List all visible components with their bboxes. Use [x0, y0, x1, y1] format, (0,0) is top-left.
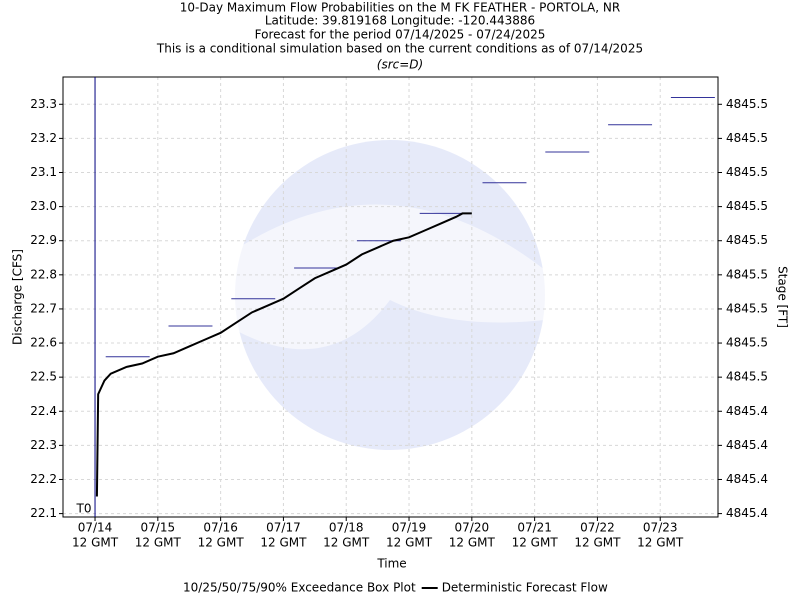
t0-label: T0 [76, 502, 92, 516]
legend-label: Deterministic Forecast Flow [442, 581, 608, 595]
x-axis-label: Time [376, 557, 406, 571]
y-axis-label: Discharge [CFS] [11, 249, 25, 345]
y-tick-label: 23.3 [30, 97, 57, 111]
y-tick-label: 23.1 [30, 165, 57, 179]
x-tick-label: 07/16 [203, 521, 238, 535]
plot-frame [62, 76, 719, 518]
x-tick-sublabel: 12 GMT [512, 536, 559, 550]
y-tick-label: 22.7 [30, 301, 57, 315]
legend-label: 10/25/50/75/90% Exceedance Box Plot [183, 581, 416, 595]
y2-tick-label: 4845.5 [726, 267, 768, 281]
x-tick-sublabel: 12 GMT [135, 536, 182, 550]
y-tick-label: 22.1 [30, 506, 57, 520]
subtitle: This is a conditional simulation based o… [156, 42, 643, 56]
y-tick-label: 22.9 [30, 233, 57, 247]
x-tick-sublabel: 12 GMT [574, 536, 621, 550]
y-tick-label: 22.4 [30, 404, 57, 418]
x-tick-sublabel: 12 GMT [637, 536, 684, 550]
y-tick-label: 22.5 [30, 370, 57, 384]
x-tick-label: 07/14 [78, 521, 113, 535]
x-tick-label: 07/21 [517, 521, 552, 535]
y2-tick-label: 4845.4 [726, 438, 768, 452]
x-tick-sublabel: 12 GMT [198, 536, 245, 550]
x-tick-label: 07/15 [141, 521, 176, 535]
subtitle: (src=D) [377, 58, 423, 72]
subtitle: Latitude: 39.819168 Longitude: -120.4438… [265, 14, 535, 28]
forecast-line [95, 212, 472, 497]
x-tick-sublabel: 12 GMT [323, 536, 370, 550]
chart-title: 10-Day Maximum Flow Probabilities on the… [180, 1, 620, 15]
y-tick-label: 23.0 [30, 199, 57, 213]
x-tick-sublabel: 12 GMT [449, 536, 496, 550]
x-tick-label: 07/23 [643, 521, 678, 535]
watermark [235, 140, 545, 450]
y2-tick-label: 4845.5 [726, 165, 768, 179]
y2-tick-label: 4845.4 [726, 506, 768, 520]
y2-tick-label: 4845.5 [726, 233, 768, 247]
x-tick-label: 07/19 [392, 521, 427, 535]
y2-tick-label: 4845.5 [726, 97, 768, 111]
y2-tick-label: 4845.4 [726, 472, 768, 486]
y-tick-label: 22.2 [30, 472, 57, 486]
x-tick-label: 07/18 [329, 521, 364, 535]
y2-tick-label: 4845.5 [726, 370, 768, 384]
y-tick-label: 22.8 [30, 267, 57, 281]
y-tick-label: 22.6 [30, 336, 57, 350]
y2-axis-label: Stage [FT] [776, 266, 790, 328]
x-tick-sublabel: 12 GMT [72, 536, 119, 550]
y2-tick-label: 4845.5 [726, 199, 768, 213]
y2-tick-label: 4845.4 [726, 404, 768, 418]
y2-tick-label: 4845.5 [726, 301, 768, 315]
y-tick-label: 23.2 [30, 131, 57, 145]
x-tick-label: 07/17 [266, 521, 301, 535]
y2-tick-label: 4845.5 [726, 336, 768, 350]
subtitle: Forecast for the period 07/14/2025 - 07/… [255, 28, 546, 42]
y2-tick-label: 4845.5 [726, 131, 768, 145]
x-tick-label: 07/20 [455, 521, 490, 535]
x-tick-sublabel: 12 GMT [260, 536, 307, 550]
x-tick-label: 07/22 [580, 521, 615, 535]
y-tick-label: 22.3 [30, 438, 57, 452]
x-tick-sublabel: 12 GMT [386, 536, 433, 550]
